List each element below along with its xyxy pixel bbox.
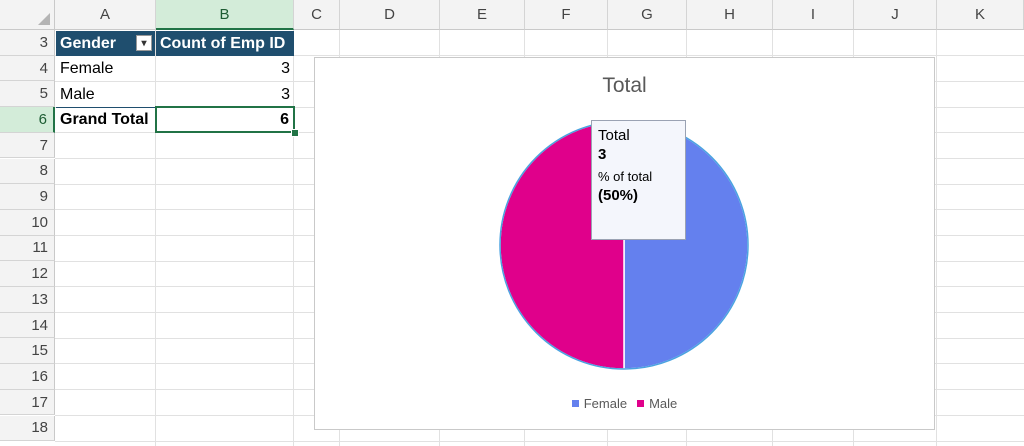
fill-handle[interactable] xyxy=(291,129,299,137)
row-header-12[interactable]: 12 xyxy=(0,261,55,287)
row-header-10[interactable]: 10 xyxy=(0,209,55,236)
legend-label-male: Male xyxy=(649,396,678,411)
filter-dropdown-icon[interactable]: ▾ xyxy=(136,35,152,51)
legend-swatch-male xyxy=(637,400,645,407)
column-header-h[interactable]: H xyxy=(687,0,773,30)
tooltip-percent-value: (50%) xyxy=(598,187,639,204)
column-header-j[interactable]: J xyxy=(854,0,937,30)
column-header-c[interactable]: C xyxy=(294,0,340,30)
column-header-a[interactable]: A xyxy=(55,0,156,30)
row-header-18[interactable]: 18 xyxy=(0,415,55,442)
row-header-5[interactable]: 5 xyxy=(0,81,55,108)
row-header-15[interactable]: 15 xyxy=(0,338,55,365)
column-header-i[interactable]: I xyxy=(773,0,854,30)
legend-item-male[interactable]: Male xyxy=(637,396,677,411)
tooltip-value: 3 xyxy=(598,146,607,163)
row-header-9[interactable]: 9 xyxy=(0,184,55,210)
chart-tooltip: Total 3 % of total (50%) xyxy=(591,120,686,240)
column-header-e[interactable]: E xyxy=(440,0,525,30)
row-header-17[interactable]: 17 xyxy=(0,389,55,416)
chart-legend[interactable]: Female Male xyxy=(315,396,934,411)
pivot-grand-total-label[interactable]: Grand Total xyxy=(56,107,155,132)
row-header-14[interactable]: 14 xyxy=(0,312,55,339)
row-header-3[interactable]: 3 xyxy=(0,30,55,56)
pivot-header-count[interactable]: Count of Emp ID xyxy=(156,31,294,56)
chart-title[interactable]: Total xyxy=(602,74,647,97)
tooltip-percent-label: % of total xyxy=(598,169,653,184)
legend-swatch-female xyxy=(571,400,579,407)
row-header-8[interactable]: 8 xyxy=(0,158,55,185)
pie-plot-area[interactable] xyxy=(315,58,936,431)
column-header-f[interactable]: F xyxy=(525,0,608,30)
tooltip-series-name: Total xyxy=(598,127,630,144)
row-header-16[interactable]: 16 xyxy=(0,364,55,390)
pivot-header-gender[interactable]: Gender ▾ xyxy=(56,31,155,56)
legend-label-female: Female xyxy=(583,396,628,411)
pivot-grand-total-value[interactable]: 6 xyxy=(155,106,295,133)
row-header-4[interactable]: 4 xyxy=(0,55,55,82)
pivot-header-gender-label: Gender xyxy=(60,34,117,52)
row-header-7[interactable]: 7 xyxy=(0,132,55,159)
legend-item-female[interactable]: Female xyxy=(571,396,628,411)
column-header-k[interactable]: K xyxy=(937,0,1024,30)
row-header-11[interactable]: 11 xyxy=(0,235,55,262)
pie-chart[interactable]: Total Female Male Total 3 % of total (50… xyxy=(314,57,935,430)
pivot-row-value-male[interactable]: 3 xyxy=(281,85,290,103)
pivot-row-value-female[interactable]: 3 xyxy=(281,59,290,77)
select-all-corner[interactable] xyxy=(0,0,55,30)
column-header-g[interactable]: G xyxy=(608,0,687,30)
column-header-b[interactable]: B xyxy=(156,0,294,30)
pivot-row-label-female[interactable]: Female xyxy=(60,59,114,77)
row-header-13[interactable]: 13 xyxy=(0,287,55,313)
pivot-row-label-male[interactable]: Male xyxy=(60,85,95,103)
select-all-icon xyxy=(38,13,50,25)
row-header-6[interactable]: 6 xyxy=(0,107,55,133)
column-header-d[interactable]: D xyxy=(340,0,440,30)
